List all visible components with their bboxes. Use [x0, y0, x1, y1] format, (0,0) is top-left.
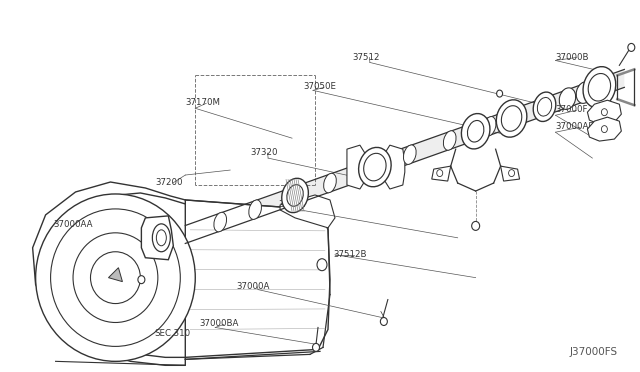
Polygon shape [385, 145, 405, 189]
Polygon shape [108, 268, 122, 282]
Ellipse shape [214, 212, 227, 232]
Polygon shape [186, 200, 330, 357]
Ellipse shape [36, 194, 195, 361]
Text: SEC.310: SEC.310 [154, 330, 191, 339]
Ellipse shape [483, 116, 496, 136]
Ellipse shape [138, 276, 145, 283]
Text: 37512B: 37512B [333, 250, 367, 259]
Ellipse shape [249, 200, 262, 219]
Text: 37511: 37511 [278, 200, 305, 209]
Ellipse shape [461, 113, 490, 149]
Ellipse shape [90, 252, 140, 304]
Ellipse shape [583, 67, 616, 108]
Ellipse shape [324, 173, 336, 193]
Polygon shape [500, 166, 520, 181]
Text: J37000FS: J37000FS [569, 347, 618, 357]
Text: 37000B: 37000B [556, 52, 589, 61]
Polygon shape [280, 195, 335, 228]
Polygon shape [347, 145, 365, 189]
Polygon shape [186, 70, 625, 243]
Ellipse shape [533, 92, 556, 122]
Ellipse shape [317, 259, 327, 271]
Text: 37000AB: 37000AB [556, 122, 595, 131]
Ellipse shape [496, 100, 527, 137]
Ellipse shape [312, 343, 319, 352]
Ellipse shape [403, 145, 416, 164]
Ellipse shape [152, 224, 170, 252]
Ellipse shape [380, 318, 387, 326]
Text: 37000F: 37000F [556, 105, 588, 114]
Polygon shape [588, 100, 621, 124]
Ellipse shape [559, 88, 575, 109]
Text: 37000A: 37000A [236, 282, 269, 291]
Text: 37170M: 37170M [186, 98, 220, 108]
Polygon shape [33, 182, 186, 365]
Ellipse shape [497, 90, 502, 97]
Polygon shape [141, 216, 173, 260]
Text: 37320: 37320 [250, 148, 278, 157]
Text: 37200: 37200 [156, 178, 183, 187]
Ellipse shape [472, 221, 479, 230]
Text: 37000AA: 37000AA [54, 220, 93, 229]
Ellipse shape [576, 82, 593, 103]
Ellipse shape [358, 147, 391, 187]
Polygon shape [432, 166, 451, 181]
Ellipse shape [444, 131, 456, 150]
Polygon shape [588, 117, 621, 141]
Ellipse shape [628, 44, 635, 51]
Text: 37000BA: 37000BA [199, 320, 239, 328]
Ellipse shape [282, 178, 308, 213]
Text: 37050E: 37050E [303, 82, 336, 92]
Text: 37512: 37512 [352, 52, 380, 61]
